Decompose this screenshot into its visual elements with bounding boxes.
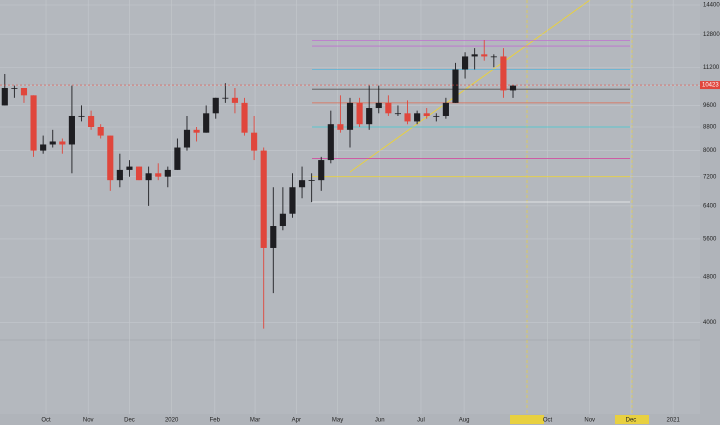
candle-body (11, 88, 18, 89)
candle-body (135, 166, 143, 181)
candle-body (155, 173, 162, 177)
x-tick-label: 2020 (165, 418, 179, 424)
candle-body (289, 187, 296, 214)
x-tick-label: 2021 (666, 418, 680, 424)
candle-body (356, 102, 363, 125)
trend-line (349, 0, 591, 173)
candle-body (298, 180, 306, 188)
x-tick-label: Jun (375, 418, 385, 424)
candle-body (68, 115, 75, 145)
candle-body (327, 124, 334, 161)
y-tick-label: 7200 (703, 174, 717, 180)
candle-body (40, 144, 47, 151)
y-tick-label: 11200 (703, 65, 720, 71)
candle-body (30, 95, 37, 151)
candle-body (1, 88, 8, 106)
x-tick-label: Oct (543, 418, 553, 424)
candle-body (116, 169, 123, 181)
time-axis-bg (0, 414, 720, 425)
candle-body (59, 141, 66, 145)
candle-body (481, 54, 488, 57)
candle-body (222, 97, 229, 99)
candle-body (471, 54, 478, 57)
x-tick-label: Dec (626, 418, 637, 424)
x-tick-label: Feb (210, 418, 221, 424)
y-tick-label: 8000 (703, 148, 717, 154)
candle-body (500, 56, 507, 91)
candle-body (241, 102, 248, 133)
candle-body (107, 135, 114, 181)
candle-body (452, 69, 459, 103)
candle-body (366, 108, 373, 125)
candle-body (404, 113, 411, 122)
candle-body (126, 166, 133, 170)
last-price-box (700, 81, 720, 90)
last-price-label: 10423 (702, 83, 719, 89)
candle-body (385, 102, 392, 114)
x-tick-label: Oct (41, 418, 51, 424)
x-tick-label: Aug (459, 418, 470, 424)
candle-body (433, 115, 440, 117)
candle-body (20, 88, 28, 96)
candle-body (337, 124, 344, 130)
candle-body (318, 160, 325, 181)
candle-body (78, 115, 85, 117)
candle-body (394, 113, 402, 115)
candle-body (49, 141, 56, 145)
x-tick-label: Nov (83, 418, 94, 424)
candle-body (375, 102, 382, 109)
x-tick-label: Jul (417, 418, 425, 424)
candle-body (346, 102, 354, 130)
y-tick-label: 12800 (703, 32, 720, 38)
x-tick-label: Nov (584, 418, 595, 424)
y-tick-label: 6400 (703, 203, 717, 209)
candle-body (174, 147, 181, 170)
y-tick-label: 5600 (703, 237, 717, 243)
price-axis-bg (700, 0, 720, 425)
candle-body (270, 226, 277, 248)
candle-body (509, 85, 517, 91)
candle-body (193, 129, 200, 133)
candle-body (279, 213, 286, 227)
candle-body (414, 113, 421, 122)
candle-body (308, 180, 315, 181)
candle-body (490, 56, 497, 58)
candle-body (423, 113, 430, 116)
y-tick-label: 9600 (703, 103, 717, 109)
candle-body (88, 115, 95, 127)
candle-body (462, 56, 469, 70)
date-marker-box (510, 415, 544, 424)
x-tick-label: Mar (250, 418, 260, 424)
candle-body (145, 173, 152, 181)
candle-body (203, 113, 210, 133)
candle-body (164, 169, 171, 177)
x-tick-label: Apr (292, 418, 301, 424)
y-tick-label: 4800 (703, 275, 717, 281)
x-tick-label: May (332, 418, 343, 424)
candle-body (251, 132, 258, 151)
date-marker-box (615, 415, 649, 424)
y-tick-label: 4000 (703, 320, 717, 326)
candle-body (212, 97, 219, 114)
candle-body (97, 126, 104, 136)
x-tick-label: Dec (124, 418, 135, 424)
candle-body (183, 129, 191, 148)
y-tick-label: 14400 (703, 3, 720, 9)
candle-body (260, 150, 267, 248)
candle-body (231, 97, 238, 103)
candle-body (442, 102, 449, 116)
y-tick-label: 8800 (703, 125, 717, 131)
